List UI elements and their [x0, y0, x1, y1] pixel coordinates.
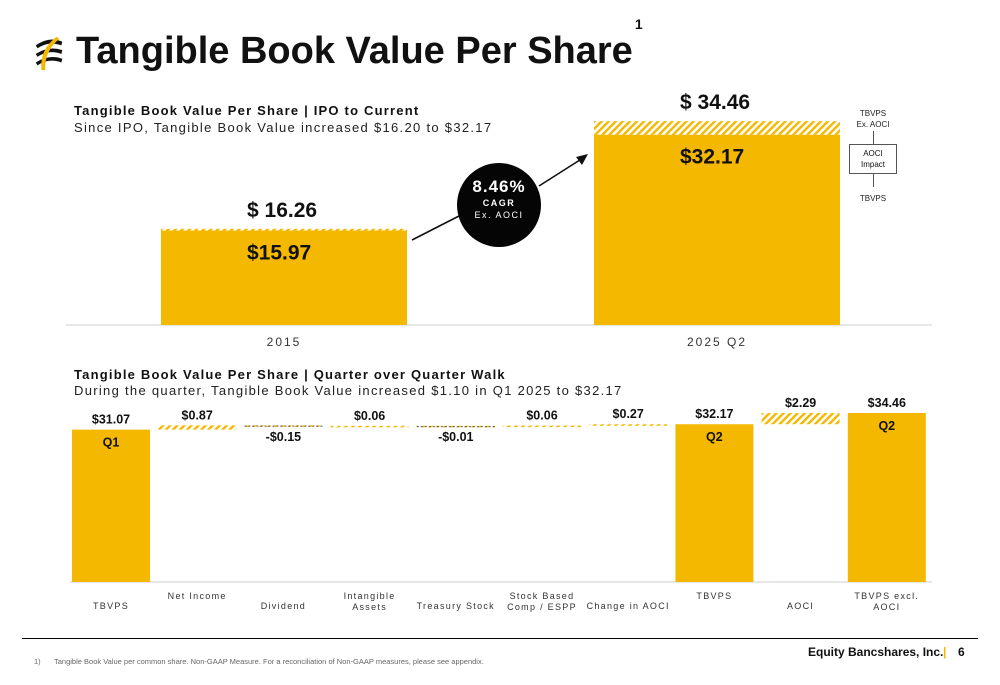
total-label-1: $ 34.46: [680, 91, 750, 114]
walk-bar-3: [330, 425, 409, 428]
chart2-subtitle: During the quarter, Tangible Book Value …: [74, 383, 623, 398]
walk-bar-5: [503, 425, 581, 428]
chart1-title: Tangible Book Value Per Share | IPO to C…: [74, 103, 420, 118]
walk-category-label-5-1: Comp / ESPP: [507, 602, 577, 612]
cagr-value: 8.46%: [472, 177, 526, 196]
bar-tbvps-1: [594, 134, 840, 325]
legend-tick-bottom: [873, 174, 874, 187]
walk-value-label-7: $32.17: [695, 407, 733, 421]
legend-tick-top: [873, 131, 874, 144]
legend-aoci-impact-box: AOCI Impact: [849, 144, 897, 174]
cagr-arrow-head: [576, 154, 588, 165]
legend-tbvps-ex-aoci: TBVPS Ex. AOCI: [856, 109, 890, 129]
walk-bar-0: [72, 429, 150, 582]
company-name: Equity Bancshares, Inc.: [808, 645, 944, 659]
walk-category-label-2-0: Dividend: [261, 601, 306, 611]
x-tick-label-0: 2015: [267, 335, 302, 349]
bar-aoci-impact-1: [594, 121, 840, 135]
walk-category-label-4-0: Treasury Stock: [417, 601, 495, 611]
walk-value-label-6: $0.27: [613, 407, 644, 421]
cagr-sublabel: Ex. AOCI: [474, 210, 524, 220]
walk-bar-2: [244, 425, 323, 427]
tbvps-label-0: $15.97: [247, 242, 311, 265]
legend-tbvps: TBVPS: [859, 194, 887, 203]
total-label-0: $ 16.26: [247, 199, 317, 222]
ipo-to-current-chart: $15.97 $ 16.26 2015 $32.17 $ 34.46 2025 Q2: [66, 91, 932, 349]
chart1-subtitle: Since IPO, Tangible Book Value increased…: [74, 120, 493, 135]
walk-bar-1: [158, 425, 237, 430]
walk-category-label-7-0: TBVPS: [696, 591, 732, 601]
cagr-label: CAGR: [482, 198, 516, 208]
walk-value-label-2: -$0.15: [266, 430, 301, 444]
walk-category-label-3-0: Intangible: [344, 591, 396, 601]
page-title: Tangible Book Value Per Share1: [76, 16, 643, 72]
walk-bar-8: [761, 413, 840, 425]
walk-value-label-1: $0.87: [182, 408, 213, 422]
walk-category-label-5-0: Stock Based: [510, 591, 575, 601]
walk-category-label-0-0: TBVPS: [93, 601, 129, 611]
footer-divider: [22, 638, 978, 639]
cagr-arrow-line-right: [538, 157, 584, 187]
footer-separator: |: [943, 645, 947, 659]
walk-value-label-5: $0.06: [526, 409, 557, 423]
walk-category-label-1-0: Net Income: [168, 591, 227, 601]
walk-bar-inside-label-0: Q1: [103, 436, 120, 450]
walk-value-label-4: -$0.01: [438, 430, 473, 444]
walk-category-label-8-0: AOCI: [787, 601, 814, 611]
walk-bar-inside-label-7: Q2: [706, 430, 723, 444]
walk-category-label-9-0: TBVPS excl.: [854, 591, 919, 601]
bar-tbvps-0: [161, 230, 407, 325]
footnote-text: Tangible Book Value per common share. No…: [54, 657, 484, 666]
walk-category-label-9-1: AOCI: [873, 602, 900, 612]
chart2-title: Tangible Book Value Per Share | Quarter …: [74, 367, 506, 382]
page-number: 6: [958, 645, 965, 659]
walk-value-label-8: $2.29: [785, 396, 816, 410]
walk-category-label-3-1: Assets: [352, 602, 387, 612]
walk-bar-6: [589, 424, 668, 426]
walk-value-label-3: $0.06: [354, 409, 385, 423]
walk-category-label-6-0: Change in AOCI: [587, 601, 670, 611]
tbvps-label-1: $32.17: [680, 146, 744, 169]
walk-bar-7: [675, 424, 754, 582]
equity-logo-icon: [35, 36, 63, 71]
title-footnote-marker: 1: [634, 16, 643, 33]
walk-bar-9: [847, 413, 926, 582]
walk-value-label-9: $34.46: [868, 396, 906, 410]
walk-value-label-0: $31.07: [92, 413, 130, 427]
bar-aoci-impact-0: [161, 228, 407, 231]
cagr-badge: 8.46% CAGR Ex. AOCI: [457, 163, 541, 247]
walk-bar-4: [416, 425, 495, 428]
walk-bar-inside-label-9: Q2: [878, 419, 895, 433]
x-tick-label-1: 2025 Q2: [687, 335, 747, 349]
footnote-number: 1): [34, 657, 41, 666]
cagr-arrow-line-left: [411, 215, 460, 241]
